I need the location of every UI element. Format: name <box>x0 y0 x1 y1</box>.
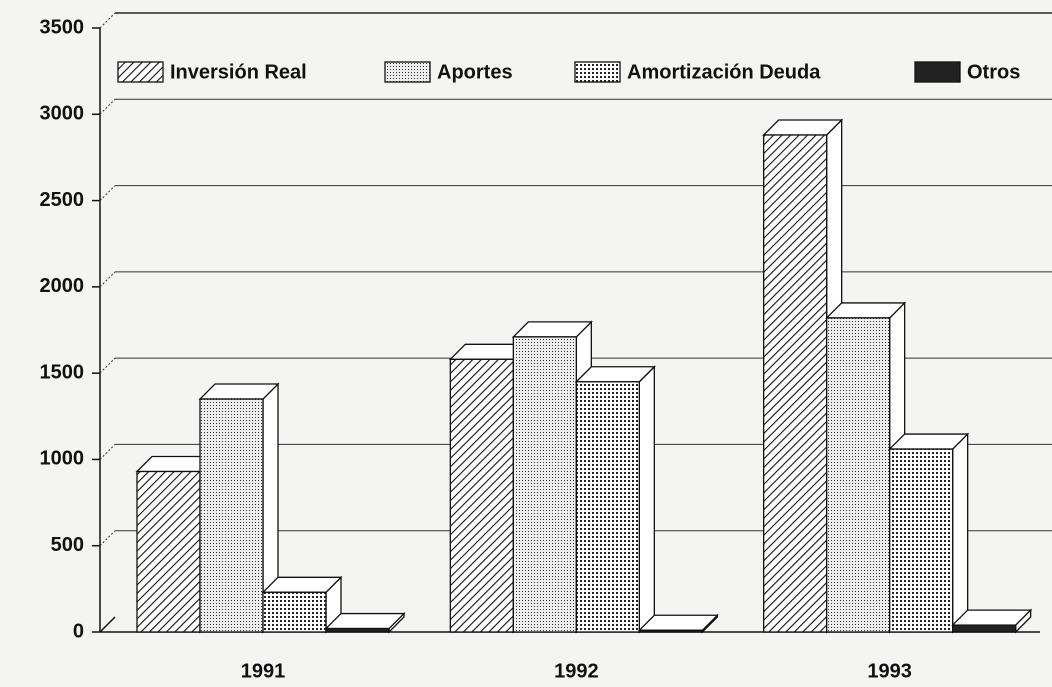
bar <box>261 575 343 634</box>
x-tick-label: 1993 <box>867 660 912 682</box>
y-tick-label: 1000 <box>40 448 85 470</box>
x-tick-label: 1991 <box>241 660 286 682</box>
y-tick-label: 2500 <box>40 189 85 211</box>
legend-label: Otros <box>967 61 1020 83</box>
grid-line <box>99 98 116 115</box>
legend-swatch <box>914 61 961 83</box>
x-tick-label: 1992 <box>554 660 599 682</box>
y-tick-label: 3500 <box>40 16 85 38</box>
legend-label: Inversión Real <box>170 61 307 83</box>
bar <box>324 611 406 634</box>
bar <box>198 382 280 634</box>
bar <box>637 613 719 634</box>
y-tick-label: 500 <box>51 534 84 556</box>
legend-label: Aportes <box>437 61 513 83</box>
bar <box>762 118 844 634</box>
grid-line <box>99 530 116 547</box>
grid-line <box>99 12 116 29</box>
grid-line <box>99 185 116 201</box>
y-tick-label: 0 <box>73 620 84 642</box>
legend-swatch <box>117 61 164 83</box>
y-tick-label: 2000 <box>40 275 85 297</box>
y-tick-label: 1500 <box>40 361 85 383</box>
bar <box>888 432 970 634</box>
grid-line <box>99 444 116 460</box>
bar <box>825 301 907 634</box>
grid-line <box>99 271 116 288</box>
y-tick-label: 3000 <box>40 103 85 125</box>
grid-line <box>99 357 116 374</box>
legend-swatch <box>574 61 621 83</box>
bar <box>574 365 656 634</box>
legend-swatch <box>384 61 431 83</box>
legend-label: Amortización Deuda <box>627 61 821 83</box>
bar <box>951 608 1033 634</box>
